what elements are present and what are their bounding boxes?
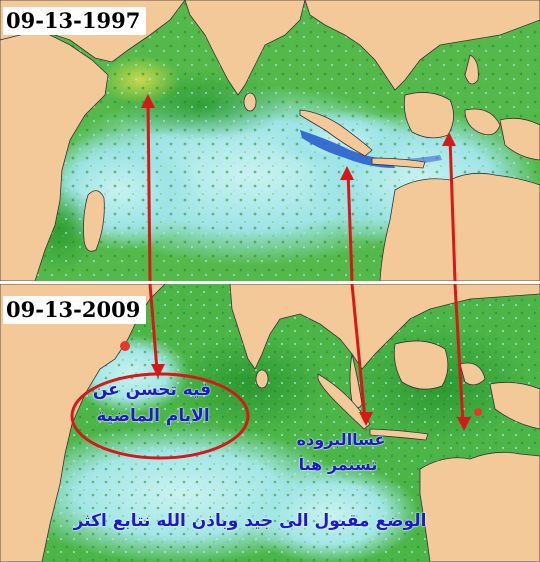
cold-note-line1: عساالبروده <box>296 430 386 449</box>
comparison-arrows-top <box>141 94 457 281</box>
map-panel-1997 <box>0 0 540 281</box>
madagascar-land <box>83 190 105 252</box>
australia-land <box>419 451 540 562</box>
summary-note: الوضع مقبول الى جيد وباذن الله نتابع اكث… <box>73 511 427 531</box>
borneo-land <box>403 92 454 139</box>
sri-lanka-land <box>243 92 257 112</box>
sumatra-land <box>317 373 371 430</box>
new-guinea-land <box>499 117 540 161</box>
sumatra-land <box>299 109 373 157</box>
arrow-head-icon <box>151 364 165 378</box>
improvement-highlight-ellipse <box>70 372 250 460</box>
improvement-note-line1: فيه تحسن عن <box>92 380 212 400</box>
arrow-head-icon <box>457 417 471 431</box>
map-panel-2009 <box>0 284 540 562</box>
panel-divider <box>0 281 540 284</box>
cold-note-line2: تستمر هنا <box>298 455 378 474</box>
arrow-head-icon <box>359 412 373 426</box>
new-guinea-land <box>489 381 540 430</box>
arrow-head-icon <box>442 132 456 146</box>
sst-map-1997 <box>0 0 540 281</box>
africa-land <box>0 29 109 281</box>
india-land <box>184 0 306 96</box>
southeast-asia-land <box>304 0 540 91</box>
arrow-head-icon <box>340 166 354 180</box>
comparison-arrows-bottom <box>148 284 471 431</box>
java-land <box>369 428 429 441</box>
australia-land <box>379 172 540 281</box>
arrow-head-icon <box>141 94 155 108</box>
date-label-1997: 09-13-1997 <box>3 7 147 35</box>
cold-spot <box>300 130 395 168</box>
borneo-land <box>393 340 449 390</box>
improvement-note-line2: الايام الماضية <box>96 406 210 426</box>
sst-map-2009 <box>0 284 540 562</box>
java-land <box>371 157 426 169</box>
date-label-2009: 09-13-2009 <box>3 296 147 324</box>
sri-lanka-land <box>255 369 269 389</box>
